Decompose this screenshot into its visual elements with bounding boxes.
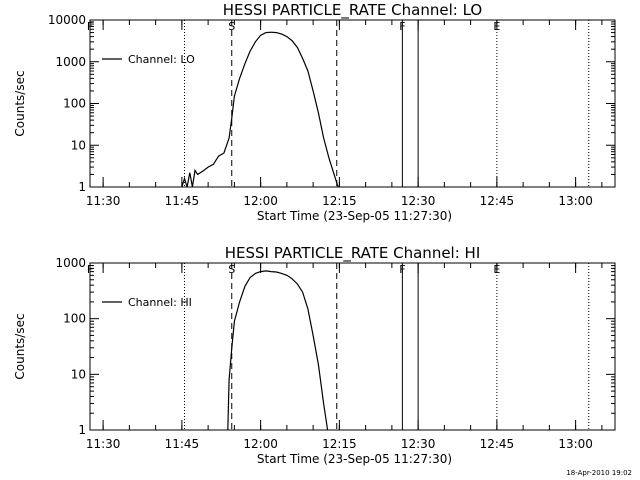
x-tick-label: 12:00 bbox=[243, 194, 278, 208]
marker-label: S bbox=[228, 20, 235, 33]
marker-label: E bbox=[493, 20, 500, 33]
x-tick-label: 12:15 bbox=[322, 437, 357, 451]
y-tick-label: 1000 bbox=[55, 55, 86, 69]
x-tick-label: 12:30 bbox=[401, 437, 436, 451]
x-tick-label: 13:00 bbox=[558, 194, 593, 208]
x-tick-label: 12:45 bbox=[480, 437, 515, 451]
legend-label: Channel: LO bbox=[128, 53, 195, 66]
x-tick-label: 12:45 bbox=[480, 194, 515, 208]
x-tick-label: 11:45 bbox=[165, 194, 200, 208]
marker-label: E bbox=[493, 263, 500, 276]
x-tick-label: 11:30 bbox=[86, 437, 121, 451]
plot-frame bbox=[89, 262, 616, 431]
x-tick-label: 11:30 bbox=[86, 194, 121, 208]
y-tick-label: 10000 bbox=[48, 13, 86, 27]
marker-label: F bbox=[399, 20, 405, 33]
footer-timestamp: 18-Apr-2010 19:02 bbox=[566, 469, 632, 477]
y-tick-label: 100 bbox=[63, 312, 86, 326]
y-axis-label: Counts/sec bbox=[13, 70, 27, 136]
y-tick-label: 1 bbox=[78, 180, 86, 194]
chart-panel-1: HESSI PARTICLE_RATE Channel: LO Counts/se… bbox=[13, 1, 616, 223]
chart-title: HESSI PARTICLE_RATE Channel: LO bbox=[223, 1, 482, 20]
marker-label: F bbox=[87, 20, 93, 33]
x-tick-label: 12:30 bbox=[401, 194, 436, 208]
y-tick-label: 10 bbox=[71, 367, 86, 381]
y-tick-label: 1000 bbox=[55, 256, 86, 270]
marker-label: F bbox=[87, 263, 93, 276]
x-axis-label: Start Time (23-Sep-05 11:27:30) bbox=[257, 452, 452, 466]
x-axis-label: Start Time (23-Sep-05 11:27:30) bbox=[257, 209, 452, 223]
y-tick-label: 1 bbox=[78, 423, 86, 437]
x-tick-label: 13:00 bbox=[558, 437, 593, 451]
plot-frame bbox=[89, 19, 616, 188]
x-tick-label: 12:15 bbox=[322, 194, 357, 208]
y-tick-label: 100 bbox=[63, 97, 86, 111]
y-tick-label: 10 bbox=[71, 138, 86, 152]
chart-panel-2: HESSI PARTICLE_RATE Channel: HI Counts/se… bbox=[13, 244, 616, 466]
x-tick-label: 12:00 bbox=[243, 437, 278, 451]
marker-label: S bbox=[228, 263, 235, 276]
legend-label: Channel: HI bbox=[128, 296, 192, 309]
series-line bbox=[181, 31, 339, 188]
x-tick-label: 11:45 bbox=[165, 437, 200, 451]
chart-title: HESSI PARTICLE_RATE Channel: HI bbox=[225, 244, 481, 263]
series-line bbox=[227, 270, 329, 431]
marker-label: F bbox=[399, 263, 405, 276]
y-axis-label: Counts/sec bbox=[13, 313, 27, 379]
